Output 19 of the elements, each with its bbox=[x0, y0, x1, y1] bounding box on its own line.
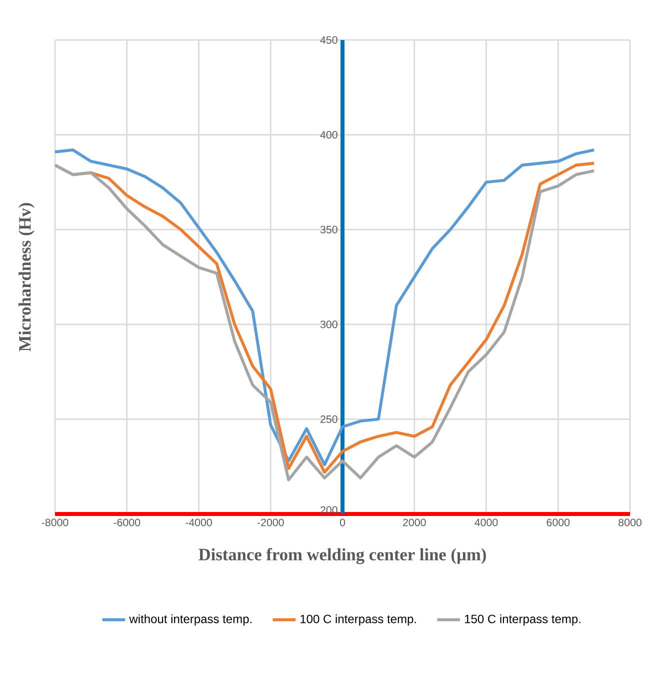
x-tick-label: -4000 bbox=[186, 518, 212, 526]
x-tick-label: -6000 bbox=[114, 518, 140, 526]
x-tick-label: 8000 bbox=[618, 518, 642, 526]
y-tick-label: 400 bbox=[320, 131, 338, 139]
legend-label: without interpass temp. bbox=[129, 614, 252, 626]
x-tick-label: 0 bbox=[340, 518, 346, 526]
y-tick-label: 350 bbox=[320, 226, 338, 234]
legend-label: 150 C interpass temp. bbox=[464, 614, 580, 626]
y-tick-label: 450 bbox=[320, 36, 338, 44]
x-axis-title: Distance from welding center line (µm) bbox=[198, 548, 486, 564]
y-tick-label: 250 bbox=[320, 415, 338, 423]
x-tick-label: -2000 bbox=[257, 518, 284, 526]
legend-label: 100 C interpass temp. bbox=[300, 614, 416, 626]
x-tick-label: 2000 bbox=[403, 518, 426, 526]
x-tick-label: 6000 bbox=[546, 518, 570, 526]
x-tick-label: 4000 bbox=[474, 518, 498, 526]
y-tick-label: 300 bbox=[320, 320, 338, 328]
y-axis-title: Microhardness (Hv) bbox=[18, 203, 34, 352]
x-tick-label: -8000 bbox=[42, 518, 68, 526]
